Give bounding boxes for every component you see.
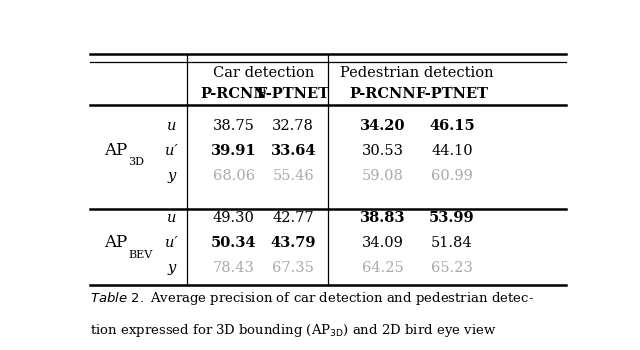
Text: 42.77: 42.77 <box>273 211 314 225</box>
Text: AP: AP <box>104 142 127 159</box>
Text: 32.78: 32.78 <box>273 119 314 133</box>
Text: u: u <box>167 211 177 225</box>
Text: 30.53: 30.53 <box>362 144 404 158</box>
Text: 46.15: 46.15 <box>429 119 475 133</box>
Text: 60.99: 60.99 <box>431 169 473 183</box>
Text: 33.64: 33.64 <box>271 144 316 158</box>
Text: 67.35: 67.35 <box>273 261 314 275</box>
Text: 68.06: 68.06 <box>212 169 255 183</box>
Text: u′: u′ <box>165 144 178 158</box>
Text: y: y <box>168 169 176 183</box>
Text: Car detection: Car detection <box>213 66 314 80</box>
Text: 39.91: 39.91 <box>211 144 257 158</box>
Text: 38.83: 38.83 <box>360 211 405 225</box>
Text: 50.34: 50.34 <box>211 236 257 250</box>
Text: P-RCNN: P-RCNN <box>200 87 267 101</box>
Text: BEV: BEV <box>128 250 152 260</box>
Text: 44.10: 44.10 <box>431 144 473 158</box>
Text: 78.43: 78.43 <box>213 261 255 275</box>
Text: 59.08: 59.08 <box>362 169 403 183</box>
Text: 3D: 3D <box>128 158 144 167</box>
Text: 43.79: 43.79 <box>271 236 316 250</box>
Text: y: y <box>168 261 176 275</box>
Text: AP: AP <box>104 234 127 251</box>
Text: 55.46: 55.46 <box>273 169 314 183</box>
Text: u: u <box>167 119 177 133</box>
Text: tion expressed for 3D bounding (AP$_\mathrm{3D}$) and 2D bird eye view: tion expressed for 3D bounding (AP$_\mat… <box>90 322 496 339</box>
Text: 49.30: 49.30 <box>213 211 255 225</box>
Text: F-PTNET: F-PTNET <box>415 87 488 101</box>
Text: 34.09: 34.09 <box>362 236 403 250</box>
Text: 38.75: 38.75 <box>213 119 255 133</box>
Text: 34.20: 34.20 <box>360 119 405 133</box>
Text: F-PTNET: F-PTNET <box>257 87 330 101</box>
Text: $\mathit{Table\ 2.}$ Average precision of car detection and pedestrian detec-: $\mathit{Table\ 2.}$ Average precision o… <box>90 290 534 307</box>
Text: 65.23: 65.23 <box>431 261 473 275</box>
Text: P-RCNN: P-RCNN <box>349 87 416 101</box>
Text: 53.99: 53.99 <box>429 211 475 225</box>
Text: u′: u′ <box>165 236 178 250</box>
Text: 51.84: 51.84 <box>431 236 473 250</box>
Text: 64.25: 64.25 <box>362 261 403 275</box>
Text: Pedestrian detection: Pedestrian detection <box>340 66 494 80</box>
